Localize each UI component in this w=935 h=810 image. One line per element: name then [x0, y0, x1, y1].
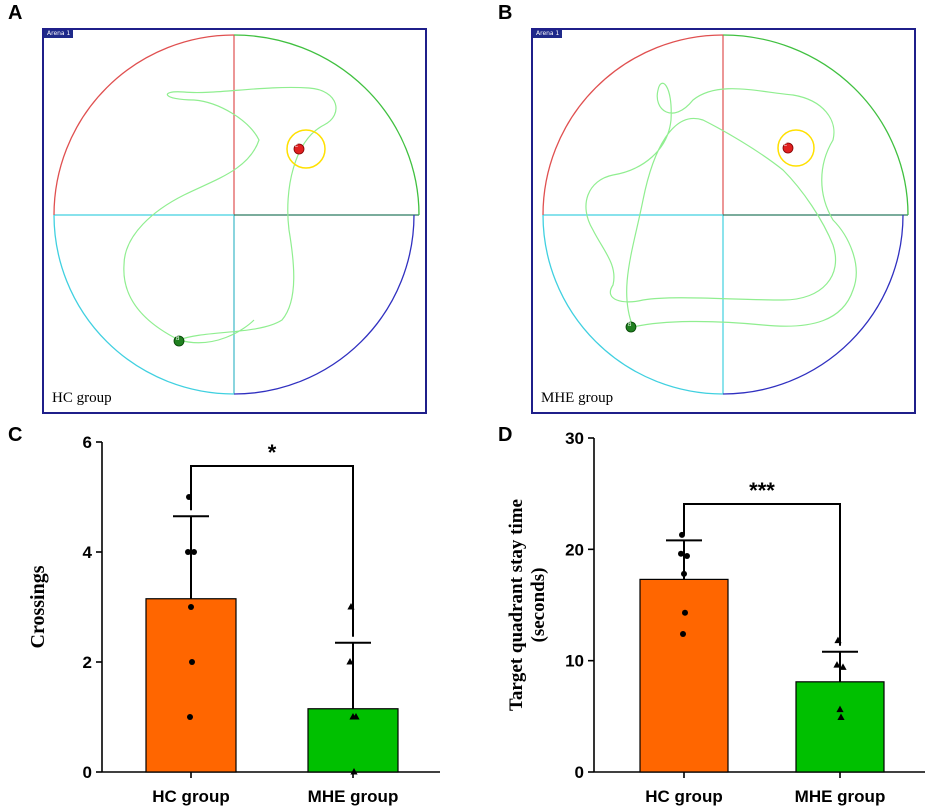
- arena-a-quadrant-nw-arc: [53, 34, 235, 216]
- chart-c-point-0-3: [188, 604, 194, 610]
- arena-b-quadrant-nw-arc: [542, 34, 724, 216]
- arena-b-swim-path: [585, 82, 857, 328]
- arena-b-group-label: MHE group: [541, 390, 614, 406]
- chart-d-point-1-3: [836, 705, 844, 713]
- chart-d-ylabel-line2: (seconds): [528, 568, 549, 643]
- chart-c-xtick-label-1: MHE group: [308, 787, 399, 806]
- arena-a-drawing: [53, 34, 420, 395]
- chart-d-point-0-3: [681, 570, 687, 577]
- chart-d-point-0-5: [680, 630, 686, 637]
- panel-letter-c: C: [8, 424, 23, 446]
- arena-b-drawing: [542, 34, 909, 395]
- arena-b-start-marker: [625, 321, 637, 333]
- arena-b-end-label: E: [784, 142, 788, 148]
- arena-b-end-marker: [782, 142, 794, 154]
- chart-d-significance-bracket: [683, 503, 841, 646]
- chart-d-ytick-label-1: 10: [565, 652, 584, 671]
- arena-a-tag: Arena 1: [44, 30, 74, 38]
- panel-letter-b: B: [498, 2, 513, 24]
- arena-b-tag: Arena 1: [533, 30, 563, 38]
- chart-c-point-1-3: [349, 713, 357, 720]
- arena-a-platform-ring: [286, 129, 326, 169]
- chart-c-ytick-label-0: 0: [83, 763, 92, 782]
- arena-a-quadrant-ne-arc: [233, 34, 420, 216]
- chart-d-point-1-1: [833, 661, 841, 668]
- arena-a-group-label: HC group: [52, 390, 112, 406]
- chart-c-point-0-5: [187, 714, 193, 720]
- arena-a-swim-path: [123, 86, 337, 344]
- chart-c-ytick-label-2: 4: [83, 543, 93, 562]
- chart-c-point-0-4: [189, 659, 195, 665]
- chart-crossings: 0 2 4 6 Crossings HC group MHE group *: [27, 433, 440, 806]
- chart-d-point-0-1: [678, 550, 684, 557]
- chart-c-ytick-label-1: 2: [83, 653, 92, 672]
- chart-c-significance-label: *: [268, 440, 277, 465]
- chart-c-point-1-4: [350, 768, 358, 775]
- panel-letter-a: A: [8, 2, 23, 24]
- chart-c-point-0-1: [185, 549, 191, 555]
- arena-b-quadrant-se-arc: [722, 214, 904, 395]
- chart-c-point-1-1: [346, 658, 354, 665]
- chart-d-ytick-label-0: 0: [575, 763, 584, 782]
- arena-a-quadrant-se-arc: [233, 214, 415, 395]
- arena-a-end-label: E: [295, 143, 299, 149]
- arena-b-platform-ring: [777, 129, 815, 167]
- chart-c-ytick-label-3: 6: [83, 433, 92, 452]
- chart-c-significance-bracket: [190, 465, 354, 637]
- chart-d-bar-0: [639, 578, 729, 773]
- arena-a-end-marker: [293, 143, 305, 155]
- chart-c-point-0-2: [191, 549, 197, 555]
- arena-a-start-marker: [173, 335, 185, 347]
- arena-b-quadrant-ne-arc: [722, 34, 909, 216]
- chart-d-ytick-label-3: 30: [565, 432, 584, 448]
- chart-stay-time: 0 10 20 30 Target quadrant stay time (seconds…: [506, 432, 925, 806]
- chart-d-point-1-2: [839, 663, 847, 670]
- chart-d-point-0-2: [684, 553, 690, 560]
- chart-d-ytick-label-2: 20: [565, 540, 584, 559]
- chart-d-bar-1: [795, 681, 885, 773]
- chart-d-significance-label: ***: [749, 478, 775, 503]
- chart-d-point-0-4: [682, 609, 688, 616]
- arena-b-quadrant-sw-arc: [542, 214, 724, 395]
- chart-c-xtick-label-0: HC group: [152, 787, 229, 806]
- chart-c-ylabel: Crossings: [27, 565, 49, 648]
- chart-c-bar-0: [145, 598, 237, 773]
- chart-d-point-1-4: [837, 713, 845, 720]
- chart-d-xtick-label-0: HC group: [645, 787, 722, 806]
- panel-letter-d: D: [498, 424, 513, 446]
- arena-b-start-label: B: [628, 322, 632, 328]
- arena-a-frame: Arena 1 E B HC group: [42, 28, 427, 414]
- chart-d-ylabel: Target quadrant stay time: [506, 499, 527, 711]
- arena-a-quadrant-sw-arc: [53, 214, 235, 395]
- arena-a-start-label: B: [176, 336, 180, 342]
- chart-d-xtick-label-1: MHE group: [795, 787, 886, 806]
- arena-b-frame: Arena 1 E B MHE group: [531, 28, 916, 414]
